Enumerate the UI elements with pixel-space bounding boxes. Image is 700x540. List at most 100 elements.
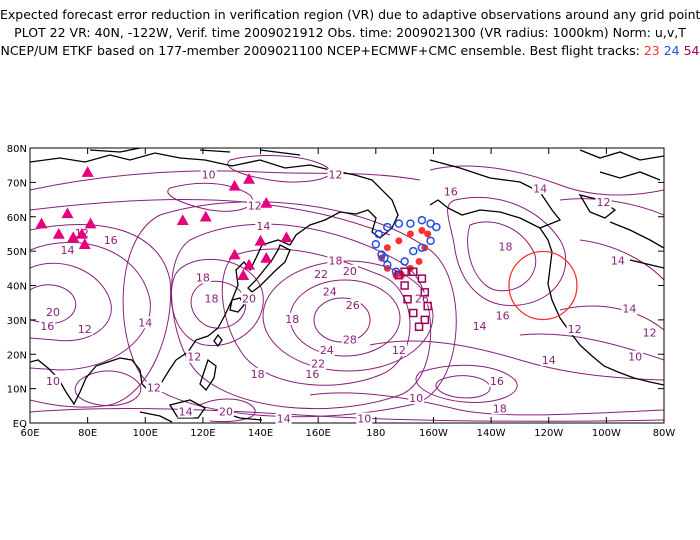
coastline bbox=[229, 297, 245, 313]
lon-label: 80E bbox=[78, 428, 97, 439]
contour-line bbox=[559, 305, 664, 331]
contour-label: 10 bbox=[409, 392, 423, 405]
contour-label: 26 bbox=[346, 299, 360, 312]
contour-label: 16 bbox=[496, 309, 510, 322]
track-point bbox=[380, 253, 389, 263]
track-point bbox=[417, 215, 427, 225]
lat-label: 20N bbox=[7, 350, 27, 361]
contour-label: 20 bbox=[219, 406, 233, 419]
track-point bbox=[415, 257, 423, 265]
contour-label: 12 bbox=[392, 344, 406, 357]
contour-label: 10 bbox=[202, 169, 216, 182]
track-point bbox=[394, 219, 404, 228]
contour-label-bg bbox=[304, 367, 321, 380]
track-point bbox=[406, 230, 414, 238]
contour-line bbox=[74, 370, 142, 407]
contour-label-bg bbox=[327, 254, 344, 267]
contour-label: 14 bbox=[611, 254, 625, 267]
contour-label-bg bbox=[284, 312, 301, 325]
track-point bbox=[424, 230, 432, 238]
contour-label-bg bbox=[318, 343, 335, 356]
track-point bbox=[420, 315, 430, 325]
contour-line bbox=[435, 375, 491, 399]
contour-label: 12 bbox=[248, 199, 262, 212]
contour-label: 16 bbox=[444, 186, 458, 199]
coastline bbox=[89, 148, 301, 156]
contour-label-bg bbox=[194, 271, 211, 284]
contour-label: 24 bbox=[323, 285, 337, 298]
contour-line bbox=[227, 155, 331, 183]
contour-label-bg bbox=[408, 391, 425, 404]
contour-line bbox=[579, 239, 664, 281]
lat-label: 70N bbox=[7, 178, 27, 189]
contour-label: 12 bbox=[596, 196, 610, 209]
contour-label: 24 bbox=[320, 344, 334, 357]
contour-label-bg bbox=[241, 292, 258, 305]
header-line-3-text: NCEP/UM ETKF based on 177-member 2009021… bbox=[0, 43, 640, 58]
observation-triangle bbox=[75, 227, 88, 239]
contour-label: 12 bbox=[328, 169, 342, 182]
coastline bbox=[213, 333, 223, 348]
flight-track-54 bbox=[394, 267, 432, 331]
track-point bbox=[400, 281, 409, 290]
longitude-ticks: 60E 80E 100E 120E 140E 160E 180 160W 140W 120W 100… bbox=[20, 148, 675, 439]
track-point bbox=[409, 246, 418, 256]
track-point bbox=[417, 274, 427, 283]
flight-track-24 bbox=[371, 215, 441, 276]
lon-label: 120E bbox=[190, 428, 215, 439]
contour-label: 14 bbox=[277, 413, 291, 426]
figure-header: Expected forecast error reduction in ver… bbox=[0, 6, 700, 60]
contour-line bbox=[190, 280, 247, 329]
contour-label-bg bbox=[249, 367, 266, 380]
contour-label: 14 bbox=[60, 244, 74, 257]
contour-label: 12 bbox=[643, 327, 657, 340]
contour-labels: 1012141216141818202016121412101214182014… bbox=[39, 168, 658, 426]
contour-line bbox=[30, 224, 172, 408]
contour-label: 10 bbox=[46, 375, 60, 388]
lon-label: 160W bbox=[419, 428, 448, 439]
contour-label: 18 bbox=[196, 272, 210, 285]
lon-label: 140W bbox=[477, 428, 506, 439]
track-point bbox=[423, 301, 432, 311]
contour-line bbox=[171, 223, 432, 410]
track-point bbox=[417, 243, 427, 252]
latitude-ticks: 80N 70N 60N 50N 40N 30N 20N 10N EQ bbox=[7, 144, 664, 430]
lat-label: 30N bbox=[7, 316, 27, 327]
track-point bbox=[374, 229, 383, 239]
lon-label: 80W bbox=[653, 428, 676, 439]
contour-label: 10 bbox=[628, 351, 642, 364]
track-point bbox=[400, 257, 409, 266]
observation-triangle bbox=[199, 210, 212, 222]
track-id-24: 24 bbox=[663, 43, 680, 58]
lon-label: 140E bbox=[248, 428, 273, 439]
contour-label-bg bbox=[45, 374, 62, 387]
track-point bbox=[418, 227, 426, 234]
contour-label-bg bbox=[327, 168, 344, 181]
flight-tracks bbox=[371, 215, 441, 331]
contour-line bbox=[415, 364, 518, 403]
header-line-3: NCEP/UM ETKF based on 177-member 2009021… bbox=[0, 42, 700, 60]
track-point bbox=[420, 288, 430, 297]
contour-label: 14 bbox=[138, 316, 152, 329]
contour-line bbox=[199, 398, 256, 423]
contour-label: 12 bbox=[147, 382, 161, 395]
observation-triangle bbox=[52, 227, 65, 239]
track-id-54: 54 bbox=[683, 43, 700, 58]
contour-line bbox=[369, 340, 664, 381]
contour-label: 14 bbox=[179, 406, 193, 419]
contour-label: 16 bbox=[40, 320, 54, 333]
lat-label: 50N bbox=[7, 247, 27, 258]
observation-triangle bbox=[78, 238, 91, 250]
contour-label-bg bbox=[321, 285, 338, 298]
observation-triangle bbox=[176, 214, 189, 225]
contour-label-bg bbox=[488, 374, 505, 387]
track-point bbox=[432, 222, 441, 232]
contour-label-bg bbox=[39, 319, 56, 332]
lat-label: 10N bbox=[7, 385, 27, 396]
contour-label: 14 bbox=[622, 303, 636, 316]
contour-label-bg bbox=[442, 185, 459, 198]
coastline bbox=[289, 187, 399, 246]
contour-label: 18 bbox=[251, 368, 265, 381]
observation-triangle bbox=[243, 258, 256, 270]
track-point bbox=[383, 222, 392, 232]
